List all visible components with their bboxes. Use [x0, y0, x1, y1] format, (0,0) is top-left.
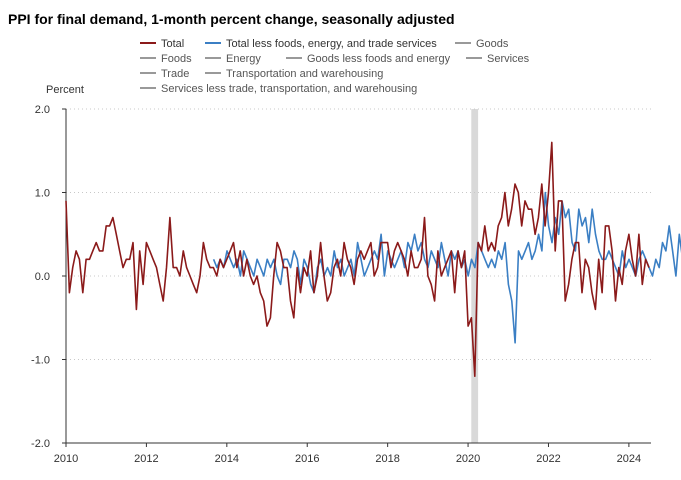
legend-item: Trade	[140, 68, 189, 80]
x-tick-label: 2010	[54, 453, 78, 465]
legend-label: Trade	[161, 68, 189, 80]
legend-item: Goods	[455, 38, 509, 50]
y-tick-label: -1.0	[31, 355, 50, 367]
x-tick-label: 2012	[134, 453, 158, 465]
series-line-total	[65, 141, 650, 378]
chart-legend: Total Total less foods, energy, and trade…	[140, 38, 530, 95]
x-tick-label: 2018	[375, 453, 399, 465]
legend-item: Total less foods, energy, and trade serv…	[205, 38, 437, 50]
x-axis-ticks: 2010 2012 2014 2016 2018 2020 2022 2024	[54, 443, 641, 465]
x-tick-label: 2014	[215, 453, 239, 465]
y-tick-label: -2.0	[31, 438, 50, 450]
x-tick-label: 2024	[617, 453, 641, 465]
y-tick-label: 2.0	[35, 104, 50, 116]
legend-label: Foods	[161, 53, 192, 65]
legend-item: Services	[466, 53, 530, 65]
legend-label: Energy	[226, 53, 261, 65]
legend-label: Services less trade, transportation, and…	[161, 83, 417, 95]
y-axis-ticks: 2.0 1.0 0.0 -1.0 -2.0	[31, 104, 66, 450]
legend-item: Foods	[140, 53, 192, 65]
legend-item: Energy	[205, 53, 261, 65]
legend-label: Total less foods, energy, and trade serv…	[226, 38, 437, 50]
legend-label: Transportation and warehousing	[226, 68, 383, 80]
legend-label: Goods less foods and energy	[307, 53, 451, 65]
legend-item: Transportation and warehousing	[205, 68, 383, 80]
legend-label: Goods	[476, 38, 509, 50]
y-tick-label: 0.0	[35, 271, 50, 283]
y-axis-label: Percent	[46, 84, 84, 96]
chart-title: PPI for final demand, 1-month percent ch…	[8, 11, 455, 27]
legend-label: Total	[161, 38, 184, 50]
x-tick-label: 2016	[295, 453, 319, 465]
x-tick-label: 2020	[456, 453, 480, 465]
y-tick-label: 1.0	[35, 188, 50, 200]
gridlines	[66, 108, 651, 360]
legend-item: Total	[140, 38, 184, 50]
series-lines	[65, 141, 681, 378]
legend-item: Goods less foods and energy	[286, 53, 451, 65]
x-tick-label: 2022	[536, 453, 560, 465]
legend-item: Services less trade, transportation, and…	[140, 83, 417, 95]
legend-label: Services	[487, 53, 530, 65]
